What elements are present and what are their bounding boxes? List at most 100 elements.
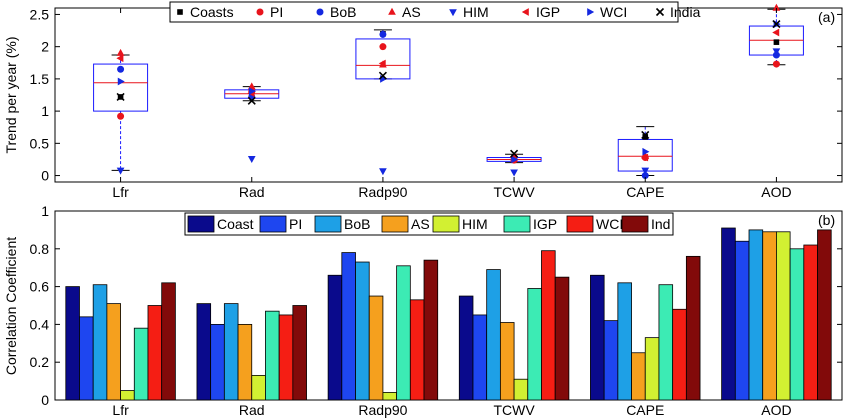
x-tick-label: Rad: [239, 402, 265, 418]
legend-label: Coasts: [190, 4, 234, 20]
legend-swatch-ind: [621, 215, 649, 233]
legend-label: IGP: [533, 216, 557, 232]
scatter-points: [116, 3, 781, 180]
legend-swatch-as: [381, 215, 409, 233]
point-wci: [642, 147, 650, 156]
point-bob: [117, 65, 125, 73]
legend-label: WCI: [600, 4, 627, 20]
legend-swatch-wci: [566, 215, 594, 233]
bar-as-radp90: [368, 295, 384, 401]
bar-chart-panel: 0 0.2 0.4 0.6 0.8 1 Lfr Rad Radp90 TCWV CAPE AOD C…: [3, 203, 843, 418]
bar-him-cape: [644, 337, 660, 401]
point-coasts: [773, 39, 780, 45]
legend-label: Coast: [217, 216, 254, 232]
legend-b: Coast PI BoB AS HIM IGP WCI Ind: [184, 212, 674, 236]
bar-bob-rad: [223, 303, 239, 401]
plot-frame-b: [54, 210, 843, 401]
y-tick-label: 2.5: [30, 6, 50, 22]
bar-coast-lfr: [65, 286, 80, 401]
bar-him-aod: [776, 231, 791, 401]
point-pi: [117, 112, 125, 120]
legend-box-a: [169, 1, 679, 23]
bar-pi-rad: [210, 323, 225, 401]
bar-wci-aod: [803, 244, 818, 401]
point-igp: [116, 54, 124, 63]
point-pi: [379, 43, 387, 51]
x-tick-label: Lfr: [112, 184, 129, 200]
bar-igp-aod: [789, 248, 805, 401]
bar-igp-lfr: [133, 327, 149, 401]
legend-marker-coasts: [177, 9, 183, 15]
y-tick-label: 0: [41, 168, 49, 184]
bar-coast-tcwv: [458, 295, 474, 401]
bar-ind-cape: [685, 255, 701, 401]
point-igp: [378, 59, 386, 68]
y-tick-label: 1: [41, 203, 49, 219]
bar-wci-lfr: [147, 305, 163, 401]
bar-ind-aod: [817, 229, 832, 401]
legend-marker-him: [449, 9, 457, 17]
point-wci: [117, 77, 125, 86]
bar-bob-radp90: [355, 261, 370, 401]
legend-label: PI: [289, 216, 302, 232]
legend-marker-pi: [256, 8, 264, 16]
bar-ind-radp90: [423, 259, 439, 401]
y-tick-label: 0: [41, 392, 49, 408]
point-wci: [248, 87, 256, 95]
bar-bob-lfr: [92, 284, 108, 401]
bar-wci-cape: [672, 308, 687, 401]
bar-pi-aod: [734, 240, 750, 401]
legend-label: BoB: [330, 4, 356, 20]
point-coasts: [642, 134, 649, 140]
point-igp: [772, 28, 780, 37]
bars: [65, 227, 832, 401]
bar-wci-radp90: [409, 299, 425, 401]
y-tick-label: 0.4: [30, 316, 50, 332]
legend-swatch-igp: [503, 215, 531, 233]
x-tick-label: TCWV: [493, 402, 535, 418]
legend-marker-as: [388, 7, 396, 15]
bar-as-rad: [237, 323, 253, 401]
bar-igp-rad: [265, 310, 280, 401]
point-him: [379, 168, 387, 176]
bar-igp-cape: [658, 284, 674, 401]
point-india: [378, 71, 387, 80]
legend-label: BoB: [344, 216, 370, 232]
bar-him-lfr: [120, 390, 135, 401]
bar-ind-lfr: [161, 282, 176, 401]
bar-wci-rad: [278, 314, 294, 401]
y-tick-label: 1.5: [30, 71, 50, 87]
bar-pi-tcwv: [472, 314, 488, 401]
legend-swatch-pi: [259, 215, 287, 233]
bar-pi-cape: [603, 320, 619, 401]
bar-as-cape: [631, 352, 646, 401]
bar-coast-cape: [590, 274, 605, 401]
panel-label-b: (b): [818, 212, 835, 228]
x-tick-label: TCWV: [493, 184, 535, 200]
bar-pi-radp90: [341, 252, 356, 401]
bar-wci-tcwv: [541, 250, 556, 401]
bar-him-rad: [251, 375, 266, 401]
y-axis-label-b: Correlation Coefficient: [3, 237, 19, 375]
legend-label: HIM: [462, 216, 488, 232]
bar-ind-rad: [292, 305, 307, 401]
point-him: [116, 167, 125, 175]
point-igp: [641, 153, 649, 162]
point-as: [116, 48, 125, 56]
point-as: [247, 82, 256, 90]
point-bob: [379, 30, 387, 38]
point-india: [510, 149, 519, 158]
y-tick-label: 0.5: [30, 135, 50, 151]
bar-bob-tcwv: [486, 269, 501, 401]
x-tick-label: Rad: [239, 184, 265, 200]
bar-as-tcwv: [499, 322, 515, 401]
legend-box-b: [184, 212, 674, 236]
panel-label-a: (a): [818, 9, 835, 25]
x-tick-labels-b: Lfr Rad Radp90 TCWV CAPE AOD: [112, 402, 791, 418]
point-him: [641, 167, 650, 175]
point-wci: [511, 155, 519, 164]
box-plot-panel: 0 0.5 1 1.5 2 2.5 Lfr Rad Radp90 TCWV CAPE AOD Tre…: [3, 1, 843, 200]
point-him: [510, 169, 518, 177]
bar-igp-tcwv: [527, 288, 542, 401]
x-tick-label: AOD: [761, 402, 791, 418]
